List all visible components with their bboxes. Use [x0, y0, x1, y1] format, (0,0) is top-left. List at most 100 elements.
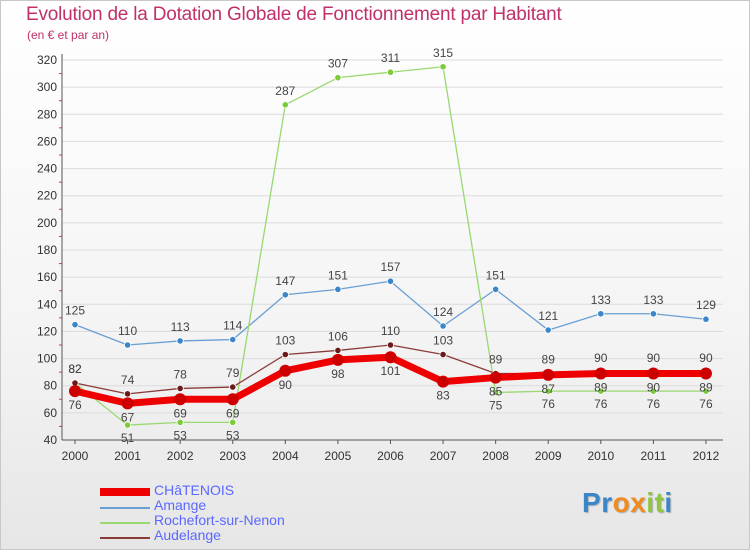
data-point-amange: [123, 341, 132, 349]
data-point-ch-tenois: [542, 368, 555, 381]
y-tick-label: 220: [37, 189, 57, 203]
data-label-amange: 151: [328, 268, 348, 282]
y-tick-label: 80: [44, 379, 58, 393]
data-point-audelange: [439, 350, 447, 359]
data-point-amange: [439, 322, 447, 330]
data-point-amange: [702, 315, 710, 323]
x-tick-label: 2001: [114, 449, 141, 463]
data-point-amange: [492, 285, 500, 293]
data-point-ch-tenois: [489, 371, 502, 384]
data-point-ch-tenois: [594, 367, 607, 380]
data-label-ch-tenois: 85: [489, 385, 503, 399]
data-label-amange: 114: [223, 319, 242, 333]
y-tick-label: 40: [44, 433, 58, 447]
data-label-rochefort-sur-nenon: 76: [542, 397, 556, 411]
x-tick-label: 2003: [219, 449, 246, 463]
data-label-ch-tenois: 98: [331, 367, 345, 381]
data-point-ch-tenois: [384, 351, 397, 364]
data-label-amange: 125: [65, 304, 85, 318]
y-tick-label: 300: [37, 80, 57, 94]
data-label-ch-tenois: 90: [647, 381, 661, 395]
data-label-rochefort-sur-nenon: 76: [647, 397, 661, 411]
data-label-amange: 121: [538, 309, 558, 323]
data-point-rochefort-sur-nenon: [334, 74, 342, 82]
data-label-amange: 147: [275, 274, 295, 288]
data-labels: 125 110 113 114 147 151 157 124 151 121 133 133 129 8…: [65, 46, 716, 445]
data-label-amange: 133: [591, 293, 611, 307]
data-label-audelange: 90: [647, 351, 661, 365]
data-label-ch-tenois: 101: [380, 364, 400, 378]
data-label-rochefort-sur-nenon: 51: [121, 431, 135, 445]
data-point-rochefort-sur-nenon: [386, 68, 395, 76]
data-label-ch-tenois: 67: [121, 410, 135, 424]
x-tick-label: 2011: [640, 449, 666, 463]
data-point-amange: [229, 335, 237, 344]
data-label-audelange: 103: [275, 334, 295, 348]
data-point-ch-tenois: [174, 393, 187, 406]
legend-swatch-chatenois: [100, 488, 150, 496]
data-label-audelange: 103: [433, 334, 453, 348]
proxiti-logo: Proxiti: [582, 487, 673, 519]
x-tick-label: 2006: [377, 449, 404, 463]
y-tick-label: 280: [37, 107, 57, 121]
chart-title: Evolution de la Dotation Globale de Fonc…: [26, 4, 562, 25]
data-point-rochefort-sur-nenon: [649, 387, 657, 395]
logo-letter: r: [601, 487, 613, 518]
data-point-rochefort-sur-nenon: [176, 418, 184, 426]
data-point-amange: [334, 285, 342, 293]
data-label-amange: 129: [696, 298, 716, 312]
data-label-amange: 151: [486, 268, 506, 282]
logo-letter: t: [654, 487, 665, 518]
data-label-rochefort-sur-nenon: 307: [328, 57, 348, 71]
legend-label-amange: Amange: [154, 497, 207, 513]
chart-subtitle: (en € et par an): [27, 28, 110, 42]
x-tick-label: 2007: [430, 449, 457, 463]
legend-swatch-rochefort: [100, 522, 150, 524]
data-label-ch-tenois: 69: [173, 406, 187, 420]
data-label-rochefort-sur-nenon: 53: [173, 428, 187, 442]
data-point-amange: [597, 310, 605, 318]
data-point-amange: [71, 321, 79, 329]
legend-swatch-audelange: [100, 537, 150, 539]
y-tick-label: 120: [37, 324, 57, 338]
y-tick-label: 100: [37, 352, 57, 366]
data-label-rochefort-sur-nenon: 76: [594, 397, 608, 411]
data-point-amange: [649, 310, 657, 318]
x-tick-label: 2008: [482, 449, 509, 463]
data-label-audelange: 90: [594, 351, 608, 365]
legend-label-rochefort: Rochefort-sur-Nenon: [154, 512, 285, 528]
grid-lines: [62, 59, 723, 441]
data-point-amange: [176, 337, 184, 345]
data-point-rochefort-sur-nenon: [439, 63, 447, 71]
data-point-amange: [544, 326, 552, 334]
data-point-audelange: [123, 390, 132, 398]
data-point-audelange: [176, 384, 184, 393]
axes: 40 60 80 100 120 140 160 180 200 220 240 260 280 300 3…: [37, 53, 723, 463]
x-tick-label: 2010: [587, 449, 614, 463]
data-label-ch-tenois: 87: [542, 382, 556, 396]
data-point-ch-tenois: [226, 393, 239, 406]
y-tick-label: 200: [37, 216, 57, 230]
data-point-ch-tenois: [437, 375, 450, 388]
x-tick-label: 2002: [167, 449, 194, 463]
x-tick-label: 2012: [693, 449, 720, 463]
y-tick-label: 140: [37, 297, 57, 311]
data-point-ch-tenois: [121, 397, 134, 410]
data-point-amange: [281, 291, 289, 299]
data-label-rochefort-sur-nenon: 76: [699, 397, 713, 411]
legend-label-audelange: Audelange: [154, 527, 221, 543]
data-point-rochefort-sur-nenon: [492, 388, 500, 397]
data-label-rochefort-sur-nenon: 315: [433, 46, 453, 60]
data-point-rochefort-sur-nenon: [544, 387, 552, 395]
data-label-amange: 113: [171, 320, 190, 334]
data-label-ch-tenois: 83: [436, 389, 450, 403]
y-tick-label: 320: [37, 53, 57, 67]
data-label-ch-tenois: 76: [68, 398, 82, 412]
x-tick-label: 2000: [62, 449, 89, 463]
data-label-amange: 124: [433, 305, 453, 319]
data-label-audelange: 82: [68, 362, 82, 376]
data-label-ch-tenois: 90: [279, 378, 293, 392]
logo-letter: o: [612, 487, 631, 518]
x-tick-label: 2009: [535, 449, 562, 463]
data-point-ch-tenois: [69, 385, 81, 398]
